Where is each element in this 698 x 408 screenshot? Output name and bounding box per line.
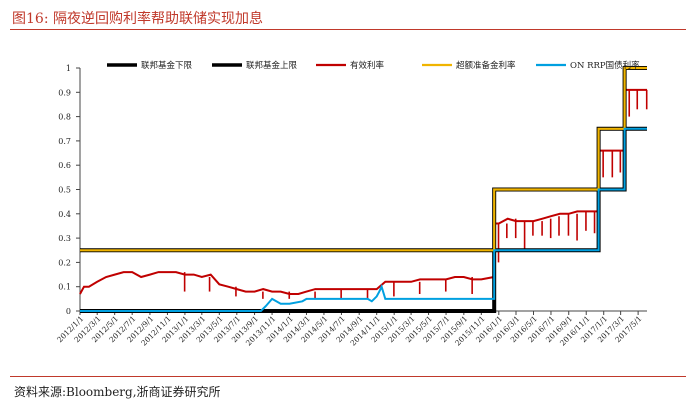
y-tick-label: 0.9: [58, 88, 71, 97]
y-tick-label: 0.2: [58, 258, 71, 267]
series-line-floor: [80, 126, 647, 313]
series-line-onrrp: [80, 127, 647, 312]
y-tick-label: 0.3: [58, 234, 71, 243]
y-tick-label: 0.7: [58, 137, 71, 146]
y-tick-label: 0.6: [58, 161, 71, 170]
y-tick-label: 0.8: [58, 113, 71, 122]
legend-label-ceiling: 联邦基金上限: [246, 60, 298, 71]
title-rule: [10, 29, 686, 30]
series-line-effective: [79, 88, 647, 295]
series-line-ioer: [80, 66, 647, 252]
legend-label-effective: 有效利率: [350, 60, 385, 71]
legend-label-ioer: 超额准备金利率: [456, 60, 516, 71]
legend-label-floor: 联邦基金下限: [141, 60, 193, 71]
y-tick-label: 0: [66, 307, 71, 316]
figure-title: 图16: 隔夜逆回购利率帮助联储实现加息: [12, 11, 263, 27]
legend-label-onrrp: ON RRP国债利率: [570, 60, 640, 71]
source-note: 资料来源:Bloomberg,浙商证券研究所: [14, 385, 221, 399]
y-tick-label: 0.4: [58, 210, 71, 219]
y-tick-label: 1: [66, 64, 71, 73]
y-tick-label: 0.1: [58, 283, 71, 292]
y-tick-label: 0.5: [58, 186, 71, 195]
series-line-ceiling: [80, 66, 647, 253]
source-rule: [10, 376, 686, 377]
